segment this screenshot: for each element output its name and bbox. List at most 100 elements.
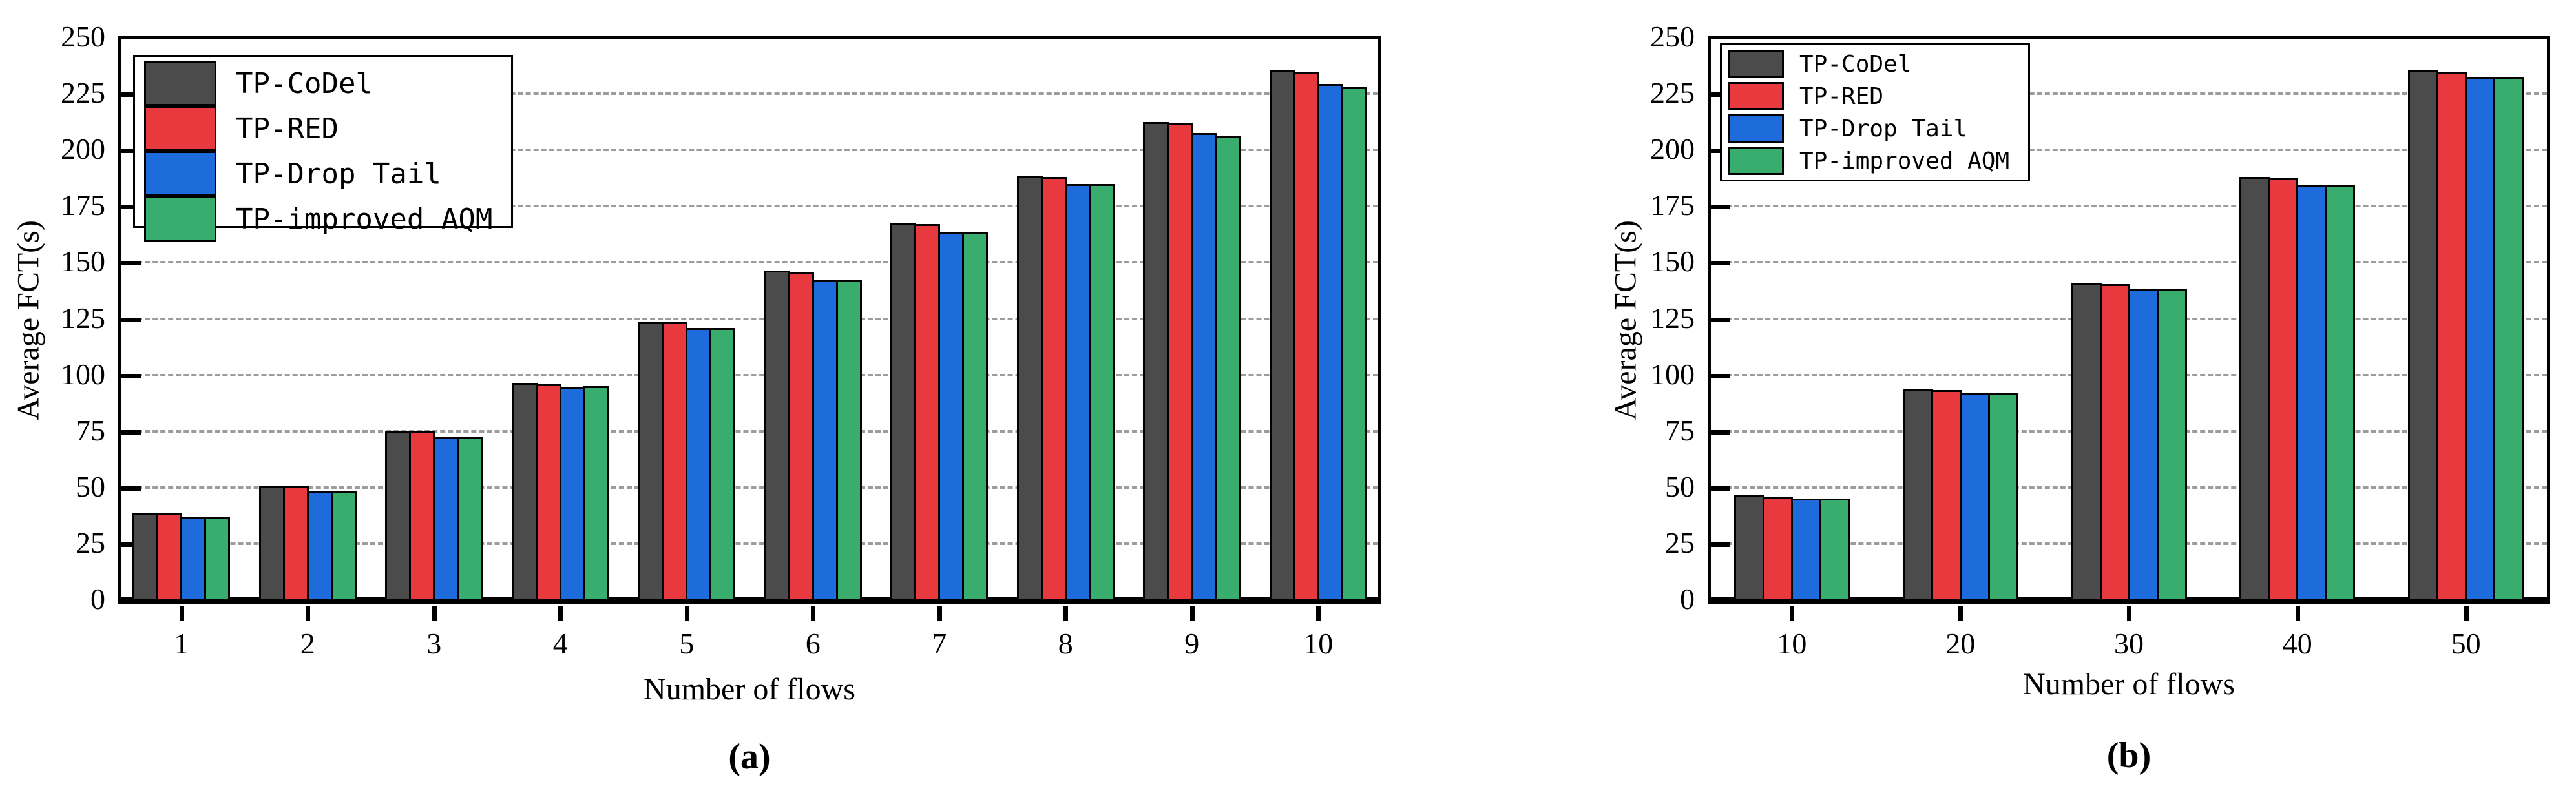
legend-item: TP-Drop Tail xyxy=(144,151,502,196)
x-tick-mark xyxy=(1958,606,1963,621)
x-tick-label: 2 xyxy=(300,627,315,660)
bar-tp-red xyxy=(156,513,183,601)
legend-item: TP-RED xyxy=(144,106,502,151)
bar-tp-improved-aqm xyxy=(457,437,483,601)
bar-tp-codel xyxy=(511,383,538,601)
x-tick-label: 40 xyxy=(2282,627,2312,660)
x-tick-mark xyxy=(1189,606,1195,621)
gridline xyxy=(121,261,1378,264)
bar-group xyxy=(1016,39,1115,601)
y-tick-label: 175 xyxy=(61,189,105,222)
y-tick-label: 250 xyxy=(1650,20,1695,53)
y-tick-mark xyxy=(1711,317,1730,322)
x-axis-line-a xyxy=(121,597,1378,602)
y-tick-mark xyxy=(121,429,141,435)
y-tick-mark xyxy=(121,486,141,491)
x-tick-mark xyxy=(558,606,563,621)
y-tick-label: 125 xyxy=(61,301,105,334)
x-tick-label: 4 xyxy=(552,627,568,660)
bar-tp-drop-tail xyxy=(1191,133,1217,601)
bar-group xyxy=(2408,39,2524,601)
y-tick-mark xyxy=(121,261,141,266)
bar-group xyxy=(2239,39,2356,601)
bar-tp-codel xyxy=(2408,70,2439,601)
y-tick-mark xyxy=(121,317,141,322)
legend-item: TP-Drop Tail xyxy=(1728,114,2022,143)
y-tick-label: 175 xyxy=(1650,189,1695,222)
y-tick-label: 225 xyxy=(61,76,105,110)
bar-tp-red xyxy=(1762,497,1793,601)
bar-tp-codel xyxy=(1143,121,1169,601)
bar-group xyxy=(511,39,609,601)
bar-group xyxy=(258,39,357,601)
legend-item: TP-CoDel xyxy=(1728,50,2022,78)
bar-tp-codel xyxy=(638,322,664,601)
bar-tp-drop-tail xyxy=(180,517,207,601)
x-tick-label: 10 xyxy=(1777,627,1807,660)
bar-tp-drop-tail xyxy=(306,491,333,601)
y-tick-label: 250 xyxy=(61,20,105,53)
bar-tp-red xyxy=(788,271,814,601)
x-tick-mark xyxy=(1316,606,1321,621)
gridline xyxy=(121,486,1378,489)
x-tick-label: 30 xyxy=(2114,627,2144,660)
bar-tp-red xyxy=(662,322,688,601)
legend-swatch xyxy=(1728,50,1784,78)
legend-item: TP-RED xyxy=(1728,82,2022,110)
y-tick-label: 75 xyxy=(1665,413,1695,447)
legend-label: TP-RED xyxy=(236,112,339,145)
y-tick-mark xyxy=(121,542,141,547)
bar-tp-improved-aqm xyxy=(1341,87,1367,601)
legend-swatch xyxy=(144,151,216,196)
bar-tp-codel xyxy=(385,431,412,601)
bar-tp-codel xyxy=(1733,495,1764,601)
legend-swatch xyxy=(144,196,216,242)
gridline xyxy=(121,205,1378,208)
legend-b: TP-CoDel TP-RED TP-Drop Tail TP-improved AQ… xyxy=(1720,43,2030,181)
bar-tp-drop-tail xyxy=(1790,499,1821,601)
x-tick-mark xyxy=(684,606,689,621)
x-tick-mark xyxy=(2295,606,2300,621)
bar-tp-red xyxy=(409,431,435,601)
legend-item: TP-improved AQM xyxy=(144,196,502,242)
x-tick-label: 1 xyxy=(174,627,189,660)
bar-tp-improved-aqm xyxy=(1215,135,1241,601)
y-tick-label: 150 xyxy=(1650,245,1695,278)
bar-group xyxy=(638,39,736,601)
x-tick-label: 7 xyxy=(932,627,947,660)
y-tick-mark xyxy=(121,92,141,98)
x-tick-mark xyxy=(432,606,437,621)
bar-tp-codel xyxy=(132,513,159,601)
bar-tp-drop-tail xyxy=(1959,393,1990,601)
bar-tp-improved-aqm xyxy=(835,279,862,601)
bar-tp-red xyxy=(535,384,561,601)
gridline xyxy=(121,317,1378,320)
bar-tp-improved-aqm xyxy=(2493,77,2524,601)
legend-swatch xyxy=(144,106,216,151)
y-tick-label: 100 xyxy=(1650,357,1695,391)
y-tick-label: 50 xyxy=(76,469,105,503)
bar-tp-red xyxy=(2436,71,2467,601)
y-tick-mark xyxy=(1711,486,1730,491)
x-tick-mark xyxy=(2127,606,2131,621)
x-tick-mark xyxy=(179,606,184,621)
gridline xyxy=(1711,149,2547,152)
legend-label: TP-RED xyxy=(1799,83,1884,110)
x-tick-label: 3 xyxy=(426,627,442,660)
bar-group xyxy=(764,39,862,601)
bar-group xyxy=(1143,39,1241,601)
bar-tp-red xyxy=(1167,123,1193,601)
bar-tp-codel xyxy=(1269,70,1295,601)
y-tick-label: 50 xyxy=(1665,469,1695,503)
bar-tp-red xyxy=(914,224,941,601)
x-axis-title-b: Number of flows xyxy=(2023,667,2235,701)
caption-b: (b) xyxy=(2106,735,2152,776)
bar-tp-improved-aqm xyxy=(583,386,609,601)
y-tick-mark xyxy=(1711,429,1730,435)
gridline xyxy=(1711,205,2547,208)
x-tick-label: 10 xyxy=(1303,627,1334,660)
x-tick-label: 20 xyxy=(1945,627,1976,660)
bar-tp-improved-aqm xyxy=(2325,185,2356,601)
bar-group xyxy=(1902,39,2018,601)
